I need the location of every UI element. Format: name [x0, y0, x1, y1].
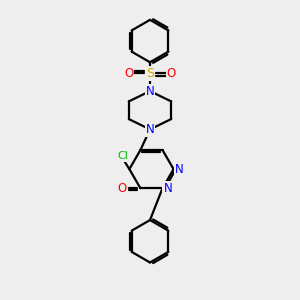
Text: S: S: [146, 67, 154, 80]
Text: N: N: [164, 182, 172, 195]
Text: Cl: Cl: [118, 151, 128, 161]
Text: N: N: [175, 163, 183, 176]
Text: O: O: [124, 67, 134, 80]
Text: O: O: [167, 67, 176, 80]
Text: N: N: [146, 85, 154, 98]
Text: N: N: [146, 123, 154, 136]
Text: O: O: [118, 182, 127, 195]
